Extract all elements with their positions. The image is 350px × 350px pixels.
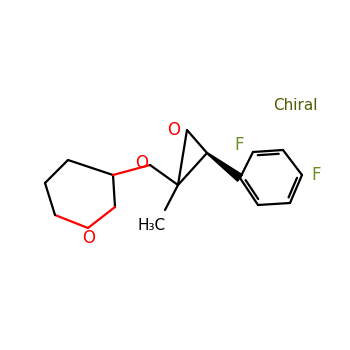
Text: O: O — [135, 154, 148, 172]
Text: Chiral: Chiral — [273, 98, 317, 112]
Text: F: F — [311, 166, 321, 184]
Text: O: O — [168, 121, 181, 139]
Polygon shape — [207, 153, 243, 181]
Text: O: O — [83, 229, 96, 247]
Text: H₃C: H₃C — [138, 217, 166, 232]
Text: F: F — [234, 136, 244, 154]
